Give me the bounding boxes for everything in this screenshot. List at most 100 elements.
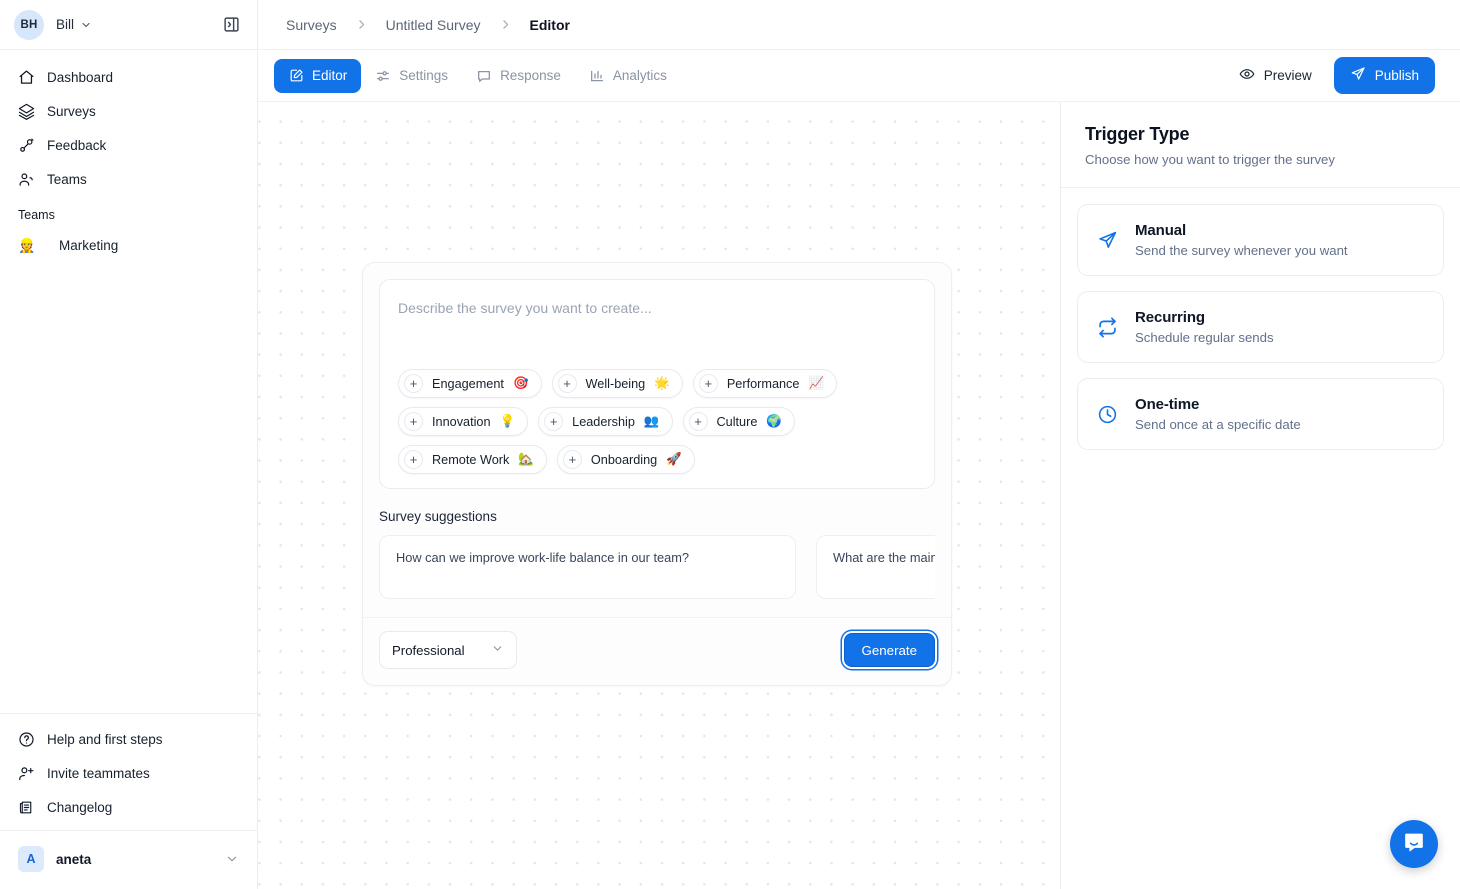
trigger-option-manual[interactable]: Manual Send the survey whenever you want: [1077, 204, 1444, 276]
sidebar-item-changelog[interactable]: Changelog: [10, 790, 247, 824]
edit-square-icon: [288, 68, 304, 84]
editor-canvas[interactable]: Describe the survey you want to create..…: [258, 102, 1060, 889]
sidebar-item-teams[interactable]: Teams: [10, 162, 247, 196]
generate-button[interactable]: Generate: [843, 633, 935, 667]
plus-icon: +: [404, 450, 423, 469]
trigger-option-one-time[interactable]: One-time Send once at a specific date: [1077, 378, 1444, 450]
topic-tag-list: + Engagement 🎯 + Well-being 🌟 +: [398, 369, 916, 474]
generator-footer: Professional Generate: [363, 617, 951, 685]
workspace: Describe the survey you want to create..…: [258, 102, 1460, 889]
prompt-area[interactable]: Describe the survey you want to create..…: [379, 279, 935, 489]
suggestion-card[interactable]: How can we improve work-life balance in …: [379, 535, 796, 599]
breadcrumb-surveys[interactable]: Surveys: [286, 16, 337, 33]
tab-label: Editor: [312, 68, 348, 83]
publish-button[interactable]: Publish: [1333, 57, 1435, 94]
topic-tag-remote-work[interactable]: + Remote Work 🏡: [398, 445, 547, 474]
trigger-option-name: Recurring: [1135, 309, 1205, 326]
topic-tag-wellbeing[interactable]: + Well-being 🌟: [551, 369, 683, 398]
topic-tag-innovation[interactable]: + Innovation 💡: [398, 407, 529, 436]
changelog-icon: [18, 799, 35, 816]
sidebar-user-section: A aneta: [0, 830, 257, 889]
sidebar-bottom-nav: Help and first steps Invite teammates Ch…: [0, 713, 257, 824]
sidebar-org-header[interactable]: BH Bill: [0, 0, 257, 50]
sidebar-team-marketing[interactable]: 👷 Marketing: [10, 228, 247, 262]
suggestions-row[interactable]: How can we improve work-life balance in …: [379, 535, 935, 617]
sliders-icon: [375, 68, 391, 84]
sidebar-section-teams-label: Teams: [18, 208, 55, 222]
topic-tag-label: Well-being: [585, 376, 646, 391]
topic-tag-engagement[interactable]: + Engagement 🎯: [398, 369, 542, 398]
preview-button[interactable]: Preview: [1231, 59, 1320, 92]
panel-collapse-icon[interactable]: [217, 11, 245, 39]
house-icon: 🏡: [518, 452, 534, 466]
chevron-down-icon: [225, 852, 239, 866]
globe-icon: 🌍: [766, 414, 782, 428]
topic-tag-performance[interactable]: + Performance 📈: [692, 369, 838, 398]
tab-bar: Editor Settings Response Analytics: [258, 50, 1460, 102]
sidebar-item-label: Feedback: [47, 137, 107, 153]
plus-icon: +: [688, 412, 708, 431]
prompt-input[interactable]: Describe the survey you want to create..…: [398, 300, 652, 316]
topic-tag-leadership[interactable]: + Leadership 👥: [538, 407, 673, 436]
question-circle-icon: [18, 731, 35, 748]
sidebar-item-label: Dashboard: [47, 69, 114, 85]
survey-suggestions: Survey suggestions How can we improve wo…: [363, 505, 951, 617]
repeat-icon: [1096, 316, 1118, 338]
bar-chart-icon: [589, 68, 605, 84]
sidebar: BH Bill Dashboard: [0, 0, 258, 889]
send-icon: [1096, 230, 1118, 251]
suggestions-heading: Survey suggestions: [379, 509, 497, 524]
sidebar-item-label: Teams: [47, 171, 87, 187]
chart-increasing-icon: 📈: [808, 376, 825, 390]
trigger-options-list: Manual Send the survey whenever you want…: [1061, 188, 1460, 450]
tab-settings[interactable]: Settings: [361, 59, 462, 93]
trigger-option-name: One-time: [1135, 396, 1200, 413]
panel-title: Trigger Type: [1085, 124, 1190, 144]
chevron-down-icon: [80, 19, 92, 31]
topic-tag-onboarding[interactable]: + Onboarding 🚀: [556, 445, 695, 474]
tone-select[interactable]: Professional: [379, 631, 517, 669]
trigger-option-desc: Schedule regular sends: [1135, 330, 1274, 345]
preview-label: Preview: [1263, 68, 1312, 83]
sidebar-item-surveys[interactable]: Surveys: [10, 94, 247, 128]
tab-label: Response: [500, 68, 561, 83]
trigger-panel-header: Trigger Type Choose how you want to trig…: [1061, 102, 1460, 188]
suggestion-card[interactable]: What are the main obstacles to your prod…: [816, 535, 935, 599]
breadcrumb: Surveys Untitled Survey Editor: [258, 0, 1460, 50]
topic-tag-label: Culture: [716, 414, 758, 429]
user-avatar: A: [18, 846, 44, 872]
breadcrumb-untitled-survey[interactable]: Untitled Survey: [385, 16, 481, 33]
rocket-icon: 🚀: [666, 452, 682, 466]
topic-tag-culture[interactable]: + Culture 🌍: [682, 407, 795, 436]
org-name: Bill: [56, 17, 75, 32]
chat-launcher-button[interactable]: [1390, 820, 1438, 868]
sidebar-item-label: Surveys: [47, 103, 96, 119]
sidebar-user-menu[interactable]: A aneta: [10, 837, 247, 881]
sidebar-item-help[interactable]: Help and first steps: [10, 722, 247, 756]
survey-generator-card: Describe the survey you want to create..…: [362, 262, 952, 686]
tab-label: Settings: [399, 68, 449, 83]
chevron-right-icon: [499, 18, 512, 31]
users-icon: [18, 171, 35, 188]
user-plus-icon: [18, 765, 35, 782]
sidebar-item-feedback[interactable]: Feedback: [10, 128, 247, 162]
tab-editor[interactable]: Editor: [274, 58, 362, 93]
target-icon: 🎯: [512, 376, 529, 390]
construction-worker-icon: 👷: [18, 236, 36, 253]
tab-response[interactable]: Response: [462, 59, 575, 93]
plus-icon: +: [404, 412, 423, 431]
org-avatar: BH: [14, 9, 44, 40]
feedback-icon: [18, 137, 35, 154]
sidebar-item-dashboard[interactable]: Dashboard: [10, 60, 247, 94]
clock-icon: [1096, 404, 1118, 425]
tab-bar-actions: Preview Publish: [1231, 57, 1444, 94]
trigger-option-desc: Send once at a specific date: [1135, 417, 1301, 432]
sidebar-item-label: Help and first steps: [47, 731, 163, 747]
plus-icon: +: [562, 450, 582, 469]
sidebar-item-invite[interactable]: Invite teammates: [10, 756, 247, 790]
trigger-option-recurring[interactable]: Recurring Schedule regular sends: [1077, 291, 1444, 363]
plus-icon: +: [544, 412, 564, 431]
sidebar-item-label: Invite teammates: [47, 765, 150, 781]
trigger-option-name: Manual: [1135, 222, 1187, 239]
tab-analytics[interactable]: Analytics: [575, 59, 681, 93]
